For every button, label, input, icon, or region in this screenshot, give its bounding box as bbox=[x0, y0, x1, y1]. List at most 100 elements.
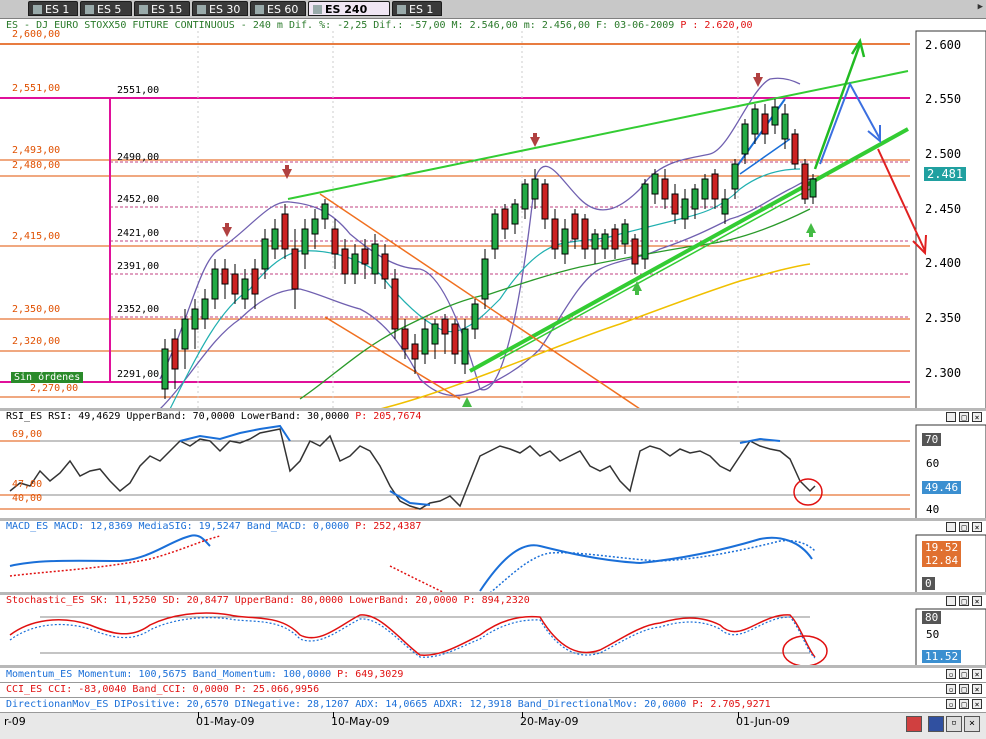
maximize-icon[interactable]: □ bbox=[959, 596, 969, 606]
panel-splitter[interactable] bbox=[0, 518, 986, 521]
maximize-icon[interactable]: □ bbox=[959, 684, 969, 694]
minimize-icon[interactable]: _ bbox=[946, 596, 956, 606]
close-icon[interactable]: × bbox=[972, 596, 982, 606]
minimize-icon[interactable]: _ bbox=[946, 522, 956, 532]
level-label: 2,600,00 bbox=[12, 29, 61, 40]
macd-signal-badge: 19.52 bbox=[922, 541, 962, 554]
close-window-icon[interactable]: × bbox=[964, 716, 980, 732]
level-label: 2,270,00 bbox=[30, 383, 79, 394]
candlesticks bbox=[161, 99, 817, 399]
tab-es-1d[interactable]: ES 1 D bbox=[392, 1, 442, 31]
maximize-icon[interactable]: □ bbox=[959, 522, 969, 532]
tab-scroll-right-icon[interactable]: ▶ bbox=[977, 2, 983, 12]
close-icon[interactable]: × bbox=[972, 684, 982, 694]
rsi-axis-tick: 70 bbox=[922, 433, 942, 446]
chart-icon bbox=[85, 5, 94, 14]
buy-markers bbox=[462, 223, 816, 407]
dmi-panel-title: DirectionanMov_ES DIPositive: 20,6570 DI… bbox=[6, 699, 771, 710]
level-label: 2,320,00 bbox=[12, 336, 61, 347]
price-chart-svg[interactable] bbox=[0, 19, 986, 409]
rsi-level-label: 47,00 bbox=[12, 479, 43, 490]
box-level-label: 2391,00 bbox=[117, 261, 160, 272]
close-icon[interactable]: × bbox=[972, 412, 982, 422]
maximize-icon[interactable]: □ bbox=[959, 669, 969, 679]
date-axis bbox=[0, 712, 986, 739]
stochastic-axis-tick: 80 bbox=[922, 611, 942, 624]
minimize-icon[interactable]: _ bbox=[946, 412, 956, 422]
save-icon[interactable] bbox=[928, 716, 944, 732]
rsi-axis-tick: 40 bbox=[926, 503, 940, 516]
axis-tick: 2.300 bbox=[925, 366, 962, 380]
level-label: 2,480,00 bbox=[12, 160, 61, 171]
axis-tick: 2.400 bbox=[925, 256, 962, 270]
close-icon[interactable]: × bbox=[972, 699, 982, 709]
rsi-panel: RSI_ES RSI: 49,4629 UpperBand: 70,0000 L… bbox=[0, 411, 986, 519]
tab-es-30m[interactable]: ES 30 m bbox=[192, 1, 248, 31]
current-price-badge: 2.481 bbox=[924, 167, 967, 181]
tab-es-1m[interactable]: ES 1 m bbox=[28, 1, 78, 31]
rsi-chart-svg[interactable] bbox=[0, 411, 986, 519]
tab-es-240m[interactable]: ES 240 m× bbox=[308, 1, 390, 31]
sell-markers bbox=[222, 73, 763, 237]
box-level-label: 2352,00 bbox=[117, 304, 160, 315]
box-level-label: 2291,00 bbox=[117, 369, 160, 380]
restore-icon[interactable]: ▫ bbox=[946, 684, 956, 694]
close-icon[interactable]: × bbox=[972, 669, 982, 679]
panel-splitter[interactable] bbox=[0, 408, 986, 411]
close-icon[interactable]: × bbox=[972, 522, 982, 532]
stochastic-window-buttons: _ □ × bbox=[946, 596, 982, 608]
level-label: 2,350,00 bbox=[12, 304, 61, 315]
level-label: 2,551,00 bbox=[12, 83, 61, 94]
rsi-panel-title: RSI_ES RSI: 49,4629 UpperBand: 70,0000 L… bbox=[6, 411, 422, 422]
stochastic-panel: Stochastic_ES SK: 11,5250 SD: 20,8477 Up… bbox=[0, 595, 986, 666]
chart-icon bbox=[397, 5, 406, 14]
rsi-axis-tick: 60 bbox=[926, 457, 940, 470]
cci-panel: CCI_ES CCI: -83,0040 Band_CCI: 0,0000 P:… bbox=[0, 683, 986, 698]
macd-window-buttons: _ □ × bbox=[946, 522, 982, 534]
dmi-window-buttons: ▫ □ × bbox=[946, 699, 982, 711]
macd-value-badge: 12.84 bbox=[922, 554, 962, 567]
macd-zero-badge: 0 bbox=[922, 577, 935, 590]
chart-icon bbox=[197, 5, 206, 14]
tab-es-5m[interactable]: ES 5 m bbox=[80, 1, 132, 31]
restore-icon[interactable]: ▫ bbox=[946, 699, 956, 709]
maximize-icon[interactable]: □ bbox=[959, 412, 969, 422]
stochastic-panel-title: Stochastic_ES SK: 11,5250 SD: 20,8477 Up… bbox=[6, 595, 530, 606]
macd-panel-title: MACD_ES MACD: 12,8369 MediaSIG: 19,5247 … bbox=[6, 521, 422, 532]
price-panel-title: ES - DJ EURO STOXX50 FUTURE CONTINUOUS -… bbox=[6, 20, 753, 31]
maximize-icon[interactable]: □ bbox=[959, 699, 969, 709]
chart-icon bbox=[255, 5, 264, 14]
restore-icon[interactable]: ▫ bbox=[946, 669, 956, 679]
color-palette-icon[interactable] bbox=[906, 716, 922, 732]
chart-icon bbox=[33, 5, 42, 14]
date-label: 01-May-09 bbox=[196, 715, 255, 728]
date-label: 10-May-09 bbox=[331, 715, 390, 728]
date-label: r-09 bbox=[4, 715, 26, 728]
axis-tick: 2.350 bbox=[925, 311, 962, 325]
box-level-label: 2551,00 bbox=[117, 85, 160, 96]
cci-window-buttons: ▫ □ × bbox=[946, 684, 982, 696]
tab-es-15m[interactable]: ES 15 m bbox=[134, 1, 190, 31]
cci-panel-title: CCI_ES CCI: -83,0040 Band_CCI: 0,0000 P:… bbox=[6, 684, 320, 695]
date-label: 01-Jun-09 bbox=[736, 715, 790, 728]
box-level-label: 2490,00 bbox=[117, 152, 160, 163]
restore-window-icon[interactable]: ▫ bbox=[946, 716, 962, 732]
axis-tick: 2.450 bbox=[925, 202, 962, 216]
level-label: 2,415,00 bbox=[12, 231, 61, 242]
chart-icon bbox=[139, 5, 148, 14]
panel-splitter[interactable] bbox=[0, 665, 986, 668]
macd-panel: MACD_ES MACD: 12,8369 MediaSIG: 19,5247 … bbox=[0, 521, 986, 593]
rsi-window-buttons: _ □ × bbox=[946, 412, 982, 424]
rsi-value-badge: 49.46 bbox=[922, 481, 962, 494]
stochastic-value-badge: 11.52 bbox=[922, 650, 962, 663]
macd-chart-svg[interactable] bbox=[0, 521, 986, 593]
axis-tick: 2.550 bbox=[925, 92, 962, 106]
orders-status-badge: Sin órdenes bbox=[11, 372, 84, 383]
rsi-level-label: 69,00 bbox=[12, 429, 43, 440]
level-label: 2,493,00 bbox=[12, 145, 61, 156]
stochastic-chart-svg[interactable] bbox=[0, 595, 986, 666]
box-level-label: 2452,00 bbox=[117, 194, 160, 205]
directional-movement-panel: DirectionanMov_ES DIPositive: 20,6570 DI… bbox=[0, 698, 986, 712]
tab-es-60m[interactable]: ES 60 m bbox=[250, 1, 306, 31]
panel-splitter[interactable] bbox=[0, 592, 986, 595]
